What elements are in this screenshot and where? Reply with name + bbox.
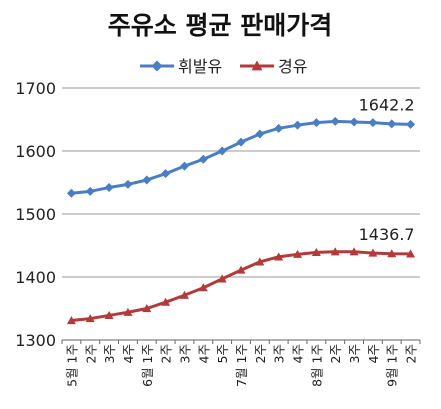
end-value-label-0: 1642.2 xyxy=(359,95,415,114)
x-tick-label: 3주 xyxy=(177,344,192,363)
data-point xyxy=(104,183,114,193)
data-point xyxy=(236,137,246,147)
x-tick-label: 9월 1주 xyxy=(385,344,400,387)
data-point xyxy=(123,307,133,316)
data-point xyxy=(161,297,171,306)
data-point xyxy=(161,169,171,179)
y-tick-label: 1300 xyxy=(15,331,56,350)
data-point xyxy=(349,117,359,127)
data-point xyxy=(85,314,95,323)
data-point xyxy=(236,265,246,274)
data-point xyxy=(255,257,265,266)
x-tick-label: 8월 1주 xyxy=(309,344,324,387)
series-line-1 xyxy=(71,250,411,322)
data-point xyxy=(293,120,303,130)
data-point xyxy=(293,249,303,258)
gridlines xyxy=(62,87,420,341)
series-1: 1436.7 xyxy=(66,225,416,325)
x-tick-label: 4주 xyxy=(366,344,381,363)
data-point xyxy=(387,249,397,258)
legend-label-1: 경유 xyxy=(278,57,307,76)
data-point xyxy=(368,248,378,257)
data-point xyxy=(406,249,416,258)
x-tick-label: 5월 1주 xyxy=(64,344,79,387)
data-point xyxy=(85,186,95,196)
chart-title: 주유소 평균 판매가격 xyxy=(108,11,332,40)
x-axis: 5월 1주 2주 3주 4주 6월 1주 2주 3주 4주 5주 7월 1주 2주 3주 4주 8월 1주… xyxy=(61,339,421,387)
x-tick-label: 3주 xyxy=(347,344,362,363)
data-point xyxy=(387,119,397,129)
series-layer: 1642.2 1436.7 xyxy=(66,95,416,325)
data-point xyxy=(349,247,359,256)
data-point xyxy=(274,123,284,133)
x-tick-label: 6월 1주 xyxy=(140,344,155,387)
data-point xyxy=(368,118,378,128)
data-point xyxy=(274,252,284,261)
data-point xyxy=(179,290,189,299)
x-tick-label: 4주 xyxy=(196,344,211,363)
x-tick-label: 2주 xyxy=(159,344,174,363)
y-tick-label: 1400 xyxy=(15,268,56,287)
x-tick-label: 3주 xyxy=(272,344,287,363)
data-point xyxy=(311,247,321,257)
x-tick-label: 2주 xyxy=(253,344,268,363)
x-tick-label: 2주 xyxy=(328,344,343,363)
data-point xyxy=(330,116,340,126)
data-point xyxy=(406,119,416,129)
data-point xyxy=(217,274,227,283)
y-axis: 1300 1400 1500 1600 1700 xyxy=(15,79,56,350)
data-point xyxy=(198,154,208,164)
data-point xyxy=(255,129,265,139)
data-point xyxy=(123,179,133,189)
legend-label-0: 휘발유 xyxy=(178,57,222,76)
x-tick-label: 7월 1주 xyxy=(234,344,249,387)
x-tick-label: 2주 xyxy=(404,344,419,363)
series-0: 1642.2 xyxy=(66,95,416,198)
x-tick-label: 5주 xyxy=(215,344,230,363)
data-point xyxy=(142,304,152,313)
legend-marker-1 xyxy=(251,60,263,71)
x-tick-label: 2주 xyxy=(83,344,98,363)
x-tick-label: 3주 xyxy=(102,344,117,363)
y-tick-label: 1600 xyxy=(15,142,56,161)
data-point xyxy=(217,146,227,156)
y-tick-label: 1500 xyxy=(15,205,56,224)
x-tick-label: 4주 xyxy=(121,344,136,363)
data-point xyxy=(104,310,114,320)
data-point xyxy=(311,118,321,128)
data-point xyxy=(198,283,208,292)
data-point xyxy=(142,175,152,185)
legend-marker-0 xyxy=(151,60,163,72)
series-line-0 xyxy=(71,119,411,195)
data-point xyxy=(66,188,76,198)
data-point xyxy=(179,161,189,171)
legend: 휘발유 경유 xyxy=(140,57,307,76)
end-value-label-1: 1436.7 xyxy=(359,225,415,244)
y-tick-label: 1700 xyxy=(15,79,56,98)
x-tick-label: 4주 xyxy=(291,344,306,363)
data-point xyxy=(66,315,76,325)
data-point xyxy=(330,247,340,256)
